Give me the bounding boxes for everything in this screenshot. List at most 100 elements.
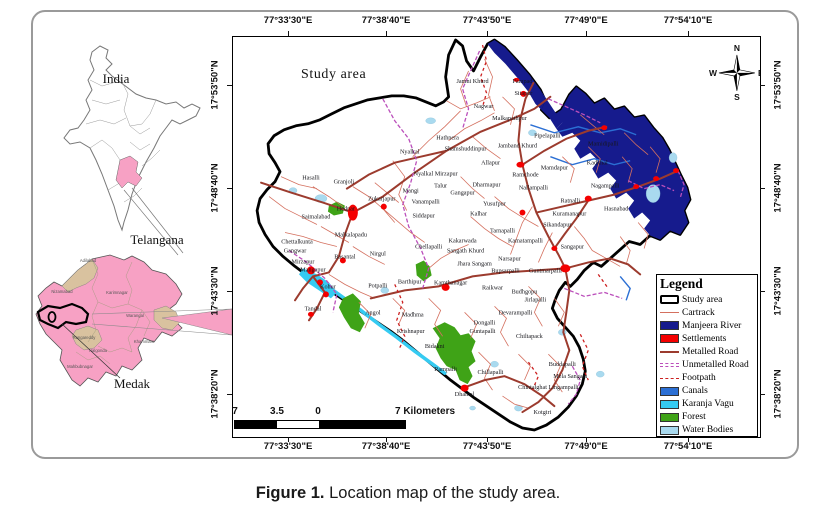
telangana-tan-districts — [61, 258, 181, 351]
latitude-label: 17°43'30"N — [209, 266, 221, 316]
grid-tick — [227, 393, 232, 395]
village-label: Kohur — [320, 283, 336, 290]
legend-item-label: Study area — [682, 294, 723, 305]
latitude-label: 17°38'20"N — [209, 369, 221, 419]
legend-item: Cartrack — [660, 306, 757, 319]
village-label: Chettalkunta — [281, 238, 313, 245]
village-label: Nagampalli — [591, 183, 620, 190]
village-label: Rampalli — [434, 366, 457, 373]
village-label: Jhara Sangam — [457, 260, 492, 267]
village-label: Chillapalli — [477, 369, 503, 376]
manjeera-river-symbol — [660, 321, 679, 331]
village-label: Nirgul — [370, 250, 386, 257]
study-area-title: Study area — [301, 67, 366, 82]
village-label: Pipelapalli — [534, 133, 561, 140]
longitude-label: 77°49'0"E — [564, 441, 608, 452]
legend-item-label: Metalled Road — [682, 346, 739, 357]
village-label: Chintalghat Lingampalli — [518, 384, 579, 391]
medak-leader-line — [61, 323, 121, 379]
village-label: Nagwar — [474, 103, 494, 110]
village-label: Budhgopu — [512, 288, 538, 295]
village-label: Hasnabad — [604, 206, 629, 213]
village-label: Kamatampalli — [508, 237, 543, 244]
village-label: Potpalli — [368, 282, 387, 289]
village-label: Sikandapur — [543, 222, 571, 229]
metalled-road-symbol — [660, 350, 679, 353]
india-inset-map: India — [63, 45, 201, 256]
latitude-label: 17°53'50"N — [772, 60, 784, 110]
legend-item: Canals — [660, 385, 757, 398]
village-label: Ramchode — [512, 172, 539, 179]
village-label: Nyalkal — [400, 149, 420, 156]
legend-item: Metalled Road — [660, 345, 757, 358]
longitude-label: 77°54'10"E — [663, 441, 713, 452]
village-labels: Jamni Khurd Pampad Sitapur Nagwar Malkapathp… — [281, 78, 629, 416]
longitude-label: 77°49'0"E — [564, 15, 608, 26]
study-area-marker — [47, 311, 57, 323]
latitude-label: 17°43'30"N — [772, 266, 784, 316]
legend-item-label: Manjeera River — [682, 320, 742, 331]
longitude-label: 77°43'50"E — [462, 15, 512, 26]
latitude-label: 17°38'20"N — [772, 369, 784, 419]
longitude-label: 77°33'30"E — [263, 15, 313, 26]
india-outline — [63, 45, 201, 232]
grid-tick — [287, 31, 289, 36]
grid-tick — [585, 31, 587, 36]
village-label: Dharmapur — [472, 182, 500, 189]
unmetalled-roads — [288, 50, 685, 405]
village-label: Sangath Khurd — [447, 247, 485, 254]
forest-areas — [327, 201, 476, 385]
district-label: Nizamabad — [51, 289, 73, 294]
village-label: Gangwar — [284, 247, 307, 254]
village-label: Hasalli — [302, 175, 320, 182]
village-label: Devarampalli — [499, 309, 533, 316]
india-to-telangana-connector — [123, 187, 184, 256]
village-label: Yusufpur — [483, 201, 506, 208]
legend-item: Footpath — [660, 372, 757, 385]
village-label: Angol — [365, 309, 381, 316]
village-label: Mela Sangam — [553, 373, 587, 380]
longitude-label: 77°33'30"E — [263, 441, 313, 452]
village-label: Kuramanapur — [552, 211, 586, 218]
legend-item-label: Karanja Vagu — [682, 399, 734, 410]
village-label: Jirlapalli — [525, 296, 547, 303]
village-label: Chiltapack — [516, 333, 544, 340]
scale-bar-segment — [277, 421, 319, 428]
forest-symbol — [660, 412, 679, 422]
district-labels: Adilabad Nizamabad Karimnagar Warangal Khamm… — [51, 258, 154, 369]
telangana-district-borders — [75, 258, 151, 365]
longitude-label: 77°38'40"E — [361, 15, 411, 26]
grid-tick — [486, 437, 488, 442]
grid-tick — [287, 437, 289, 442]
legend-item: Study area — [660, 293, 757, 306]
legend-item: Unmetalled Road — [660, 358, 757, 371]
village-label: Hathnera — [436, 135, 459, 142]
scalebar-label-kilometers: 7 Kilometers — [395, 406, 456, 417]
village-label: Dongalli — [474, 319, 496, 326]
study-area-symbol — [660, 295, 679, 305]
grid-tick — [687, 31, 689, 36]
scalebar-label-3-5: 3.5 — [270, 406, 284, 417]
village-label: Madhma — [402, 311, 424, 318]
grid-tick — [760, 84, 765, 86]
village-label: Mamdapur — [541, 165, 568, 172]
scale-bar-segment — [319, 421, 405, 428]
longitude-label: 77°54'10"E — [663, 15, 713, 26]
village-label: Guntmarpalli — [529, 267, 562, 274]
scale-bar — [234, 420, 406, 429]
latitude-label: 17°48'40"N — [772, 163, 784, 213]
village-label: Kamthanagar — [434, 279, 467, 286]
village-label: Tandal — [305, 305, 322, 312]
compass-e: E — [758, 68, 760, 78]
legend-item: Manjeera River — [660, 319, 757, 332]
compass-rose-icon: N S E W — [709, 43, 760, 102]
village-label: Basantal — [334, 253, 356, 260]
legend-item: Water Bodies — [660, 424, 757, 436]
medak-district-outline — [36, 302, 90, 330]
figure-caption: Figure 1. Location map of the study area… — [0, 484, 816, 503]
telangana-highlight-in-india — [115, 155, 143, 189]
grid-tick — [585, 437, 587, 442]
village-label: Sitapur — [515, 90, 533, 97]
village-label: Shamshuddinpur — [445, 146, 487, 153]
